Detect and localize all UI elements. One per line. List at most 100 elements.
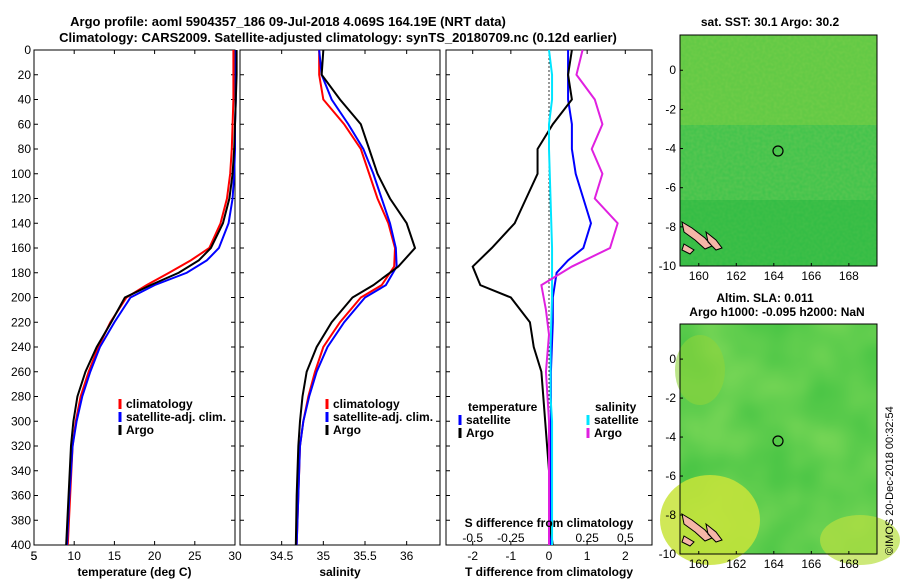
sst-map-frame — [679, 34, 878, 267]
depth-tick-label: 400 — [11, 538, 31, 552]
temperature-xtick-label: 20 — [148, 549, 162, 563]
sst-map-ytick-label: -8 — [665, 220, 676, 234]
depth-tick-label: 320 — [11, 439, 31, 453]
series-line-climatology — [295, 50, 397, 546]
sla-map-xtick-label: 164 — [764, 557, 784, 571]
panel-salinity: 34.5 35 35.5 36 salinity climatologysatellite… — [239, 49, 441, 579]
series-line-s-argo — [540, 49, 619, 545]
diff-legend-label: satellite — [466, 413, 511, 427]
temperature-xlabel: temperature (deg C) — [77, 565, 191, 579]
salinity-xtick-label: 34.5 — [270, 549, 294, 563]
sst-map-xtick-label: 160 — [689, 269, 709, 283]
difference-xtick-label: 0 — [546, 549, 553, 563]
sla-map-ytick-label: -10 — [659, 547, 677, 561]
difference-x2label: S difference from climatology — [465, 516, 634, 530]
depth-tick-label: 280 — [11, 390, 31, 404]
sla-map-title-line1: Altim. SLA: 0.011 — [716, 291, 814, 305]
sla-argo-marker — [772, 435, 784, 447]
salinity-xtick-label: 36 — [400, 549, 414, 563]
sla-yellow-patch-se — [820, 515, 900, 565]
temperature-frame — [33, 49, 236, 546]
depth-tick-label: 380 — [11, 513, 31, 527]
salinity-xlabel: salinity — [319, 565, 361, 579]
sst-map-axes: 160 162 164 166 168 0 -2 -4 -6 -8 -10 — [659, 63, 860, 283]
sst-map-ytick-label: -4 — [665, 142, 676, 156]
depth-tick-label: 40 — [18, 93, 32, 107]
sst-map-xtick-label: 162 — [726, 269, 746, 283]
sla-yellow-patch-nw — [675, 335, 725, 405]
temperature-legend-label: climatology — [126, 397, 193, 411]
depth-tick-label: 100 — [11, 167, 31, 181]
series-line-s-satellite — [548, 49, 554, 545]
salinity-legend-label: climatology — [333, 397, 400, 411]
watermark: ©IMOS 20-Dec-2018 00:32:54 — [884, 406, 896, 555]
difference-x2tick-label: 0.5 — [617, 531, 634, 545]
difference-x2tick-label: -0.25 — [497, 531, 525, 545]
sla-map-xtick-label: 160 — [689, 557, 709, 571]
depth-tick-label: 180 — [11, 266, 31, 280]
sst-map-noise — [680, 35, 877, 266]
difference-x2tick-label: 0.25 — [575, 531, 599, 545]
diff-legend-label: satellite — [594, 413, 639, 427]
depth-tick-label: 220 — [11, 315, 31, 329]
profile-panels: 0204060801001201401601802002202402602803… — [11, 43, 653, 579]
salinity-frame — [239, 49, 441, 546]
sla-map: Altim. SLA: 0.011 Argo h1000: -0.095 h20… — [659, 291, 900, 571]
sla-map-ytick-label: -2 — [665, 391, 676, 405]
depth-tick-label: 20 — [18, 68, 32, 82]
series-line-t-satellite — [549, 50, 593, 545]
sla-map-axes: 160 162 164 166 168 0 -2 -4 -6 -8 -10 — [659, 352, 860, 571]
sla-map-xtick-label: 162 — [726, 557, 746, 571]
salinity-legend-label: satellite-adj. clim. — [333, 410, 433, 424]
depth-tick-label: 80 — [18, 142, 32, 156]
diff-legend-label: Argo — [594, 426, 622, 440]
sst-map-xtick-label: 168 — [839, 269, 859, 283]
series-line-argo — [294, 49, 417, 546]
depth-tick-label: 60 — [18, 117, 32, 131]
figure-title-line2: Climatology: CARS2009. Satellite-adjuste… — [59, 30, 617, 45]
depth-tick-label: 240 — [11, 340, 31, 354]
series-line-satellite-adj-clim- — [295, 49, 398, 546]
sst-map-xtick-label: 166 — [801, 269, 821, 283]
temperature-legend-label: Argo — [126, 423, 154, 437]
sst-map-south-band — [680, 200, 877, 266]
sst-land-islands — [681, 220, 723, 255]
sst-map-ytick-label: -6 — [665, 181, 676, 195]
sla-map-frame — [679, 323, 878, 555]
sla-map-ytick-label: -4 — [665, 430, 676, 444]
sst-map-ytick-label: 0 — [669, 63, 676, 77]
sla-map-title-line2: Argo h1000: -0.095 h2000: NaN — [689, 305, 864, 319]
difference-xtick-label: 1 — [584, 549, 591, 563]
sla-map-ytick-label: -6 — [665, 469, 676, 483]
depth-tick-label: 340 — [11, 464, 31, 478]
salinity-xtick-label: 35.5 — [353, 549, 377, 563]
temperature-xtick-label: 15 — [108, 549, 122, 563]
sst-map-title: sat. SST: 30.1 Argo: 30.2 — [701, 15, 840, 29]
depth-tick-label: 300 — [11, 414, 31, 428]
series-line-argo — [65, 50, 238, 546]
depth-tick-label: 200 — [11, 291, 31, 305]
sst-map: sat. SST: 30.1 Argo: 30.2 160 162 164 166 16… — [659, 15, 878, 283]
sst-map-ytick-label: -2 — [665, 102, 676, 116]
diff-legend-label: Argo — [466, 426, 494, 440]
depth-tick-label: 0 — [24, 43, 31, 57]
series-line-climatology — [66, 50, 235, 546]
sla-map-ytick-label: -8 — [665, 508, 676, 522]
diff-legend-title-salinity: salinity — [595, 400, 637, 414]
sst-argo-marker — [772, 145, 784, 157]
figure-title-line1: Argo profile: aoml 5904357_186 09-Jul-20… — [70, 14, 506, 29]
temperature-xtick-label: 5 — [31, 549, 38, 563]
depth-tick-label: 160 — [11, 241, 31, 255]
depth-tick-label: 140 — [11, 216, 31, 230]
difference-xtick-label: -1 — [506, 549, 517, 563]
salinity-xtick-label: 35 — [317, 549, 331, 563]
sla-map-xtick-label: 166 — [801, 557, 821, 571]
sst-map-north-band — [680, 35, 877, 125]
sst-map-ytick-label: -10 — [659, 259, 677, 273]
temperature-xtick-label: 30 — [228, 549, 242, 563]
temperature-xtick-label: 5 — [31, 549, 38, 563]
depth-tick-label: 360 — [11, 489, 31, 503]
sst-map-xtick-label: 164 — [764, 269, 784, 283]
series-line-t-argo — [471, 49, 573, 546]
